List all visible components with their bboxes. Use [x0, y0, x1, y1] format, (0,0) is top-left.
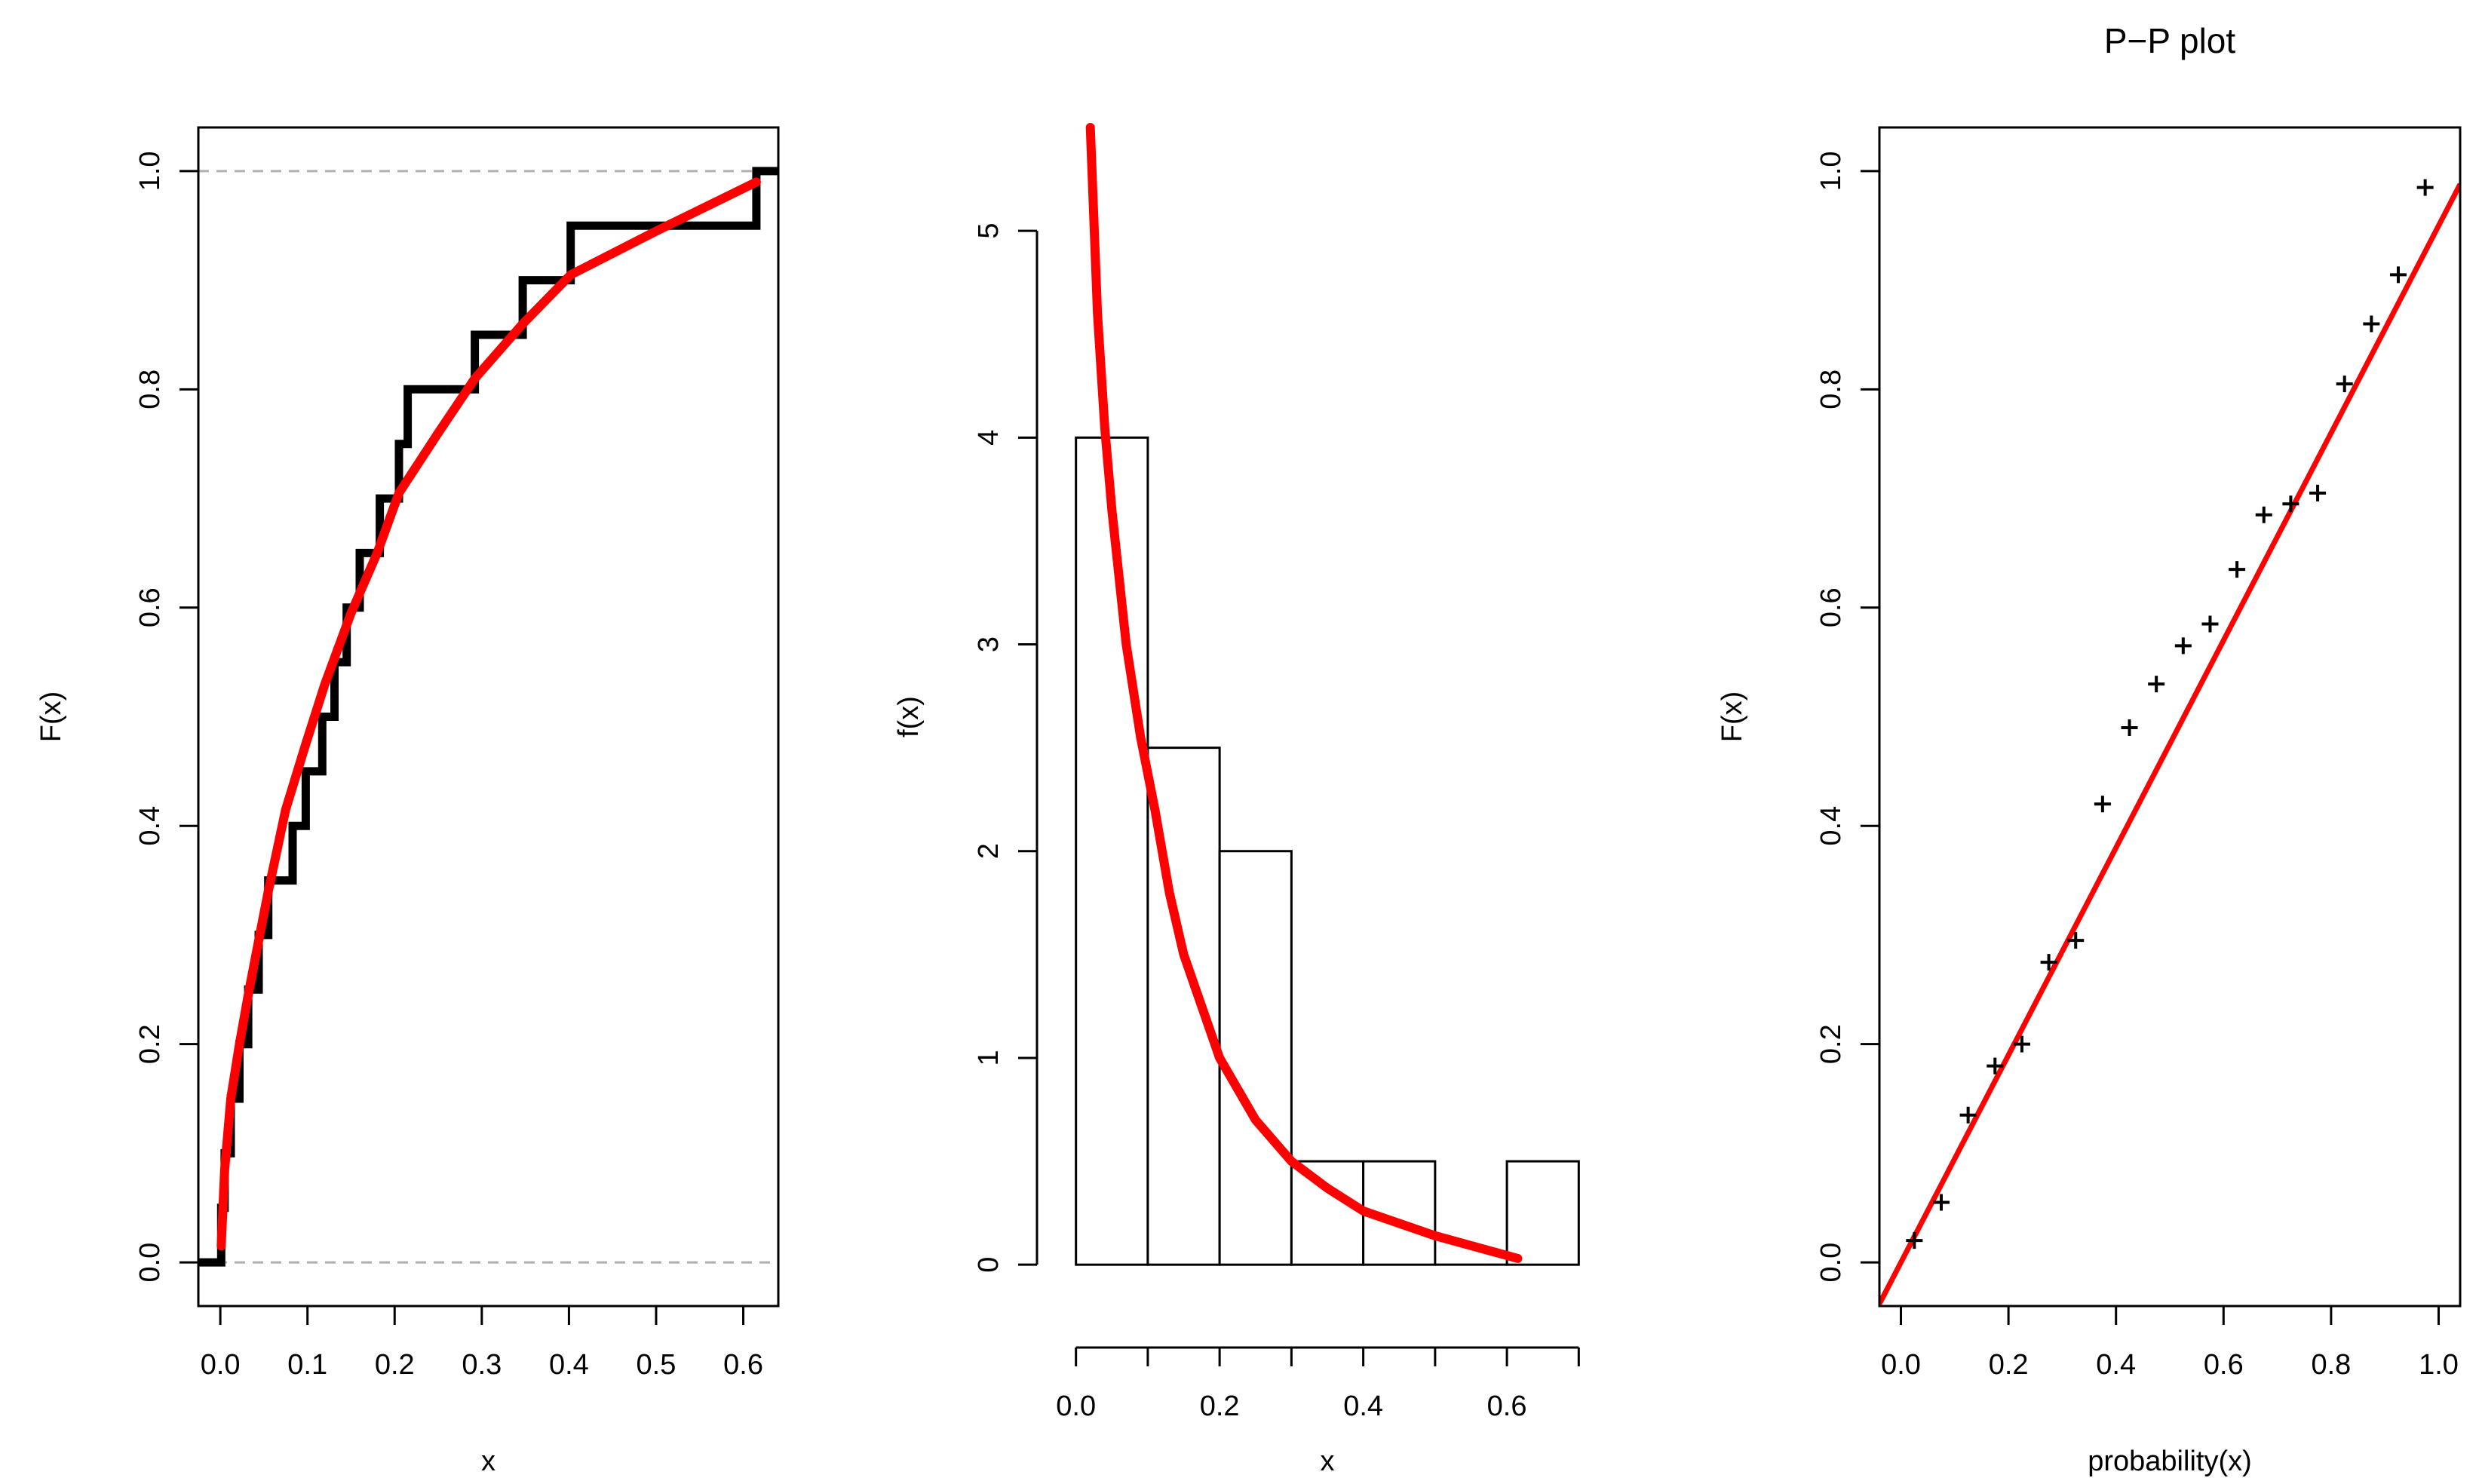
panel-pp-point [2067, 932, 2085, 949]
panel-histogram-xlabel: x [1321, 1446, 1335, 1477]
panel-histogram-xtick-label: 0.0 [1056, 1390, 1096, 1422]
panel-ecdf-ytick-label: 0.6 [134, 587, 166, 627]
panel-histogram-xtick-label: 0.2 [1200, 1390, 1240, 1422]
panel-pp-xtick-label: 0.2 [1989, 1349, 2029, 1381]
panel-pp-point [2201, 615, 2219, 633]
panel-pp-ylabel: F(x) [1717, 691, 1748, 743]
panel-pp-ytick-label: 0.8 [1815, 369, 1847, 409]
panel-pp-xtick-label: 0.4 [2096, 1349, 2136, 1381]
panel-pp-point [2390, 266, 2407, 284]
panel-pp-point [2013, 1035, 2030, 1053]
panel-histogram-ytick-label: 1 [973, 1050, 1005, 1065]
panel-ecdf-ytick-label: 0.4 [134, 806, 166, 846]
panel-ecdf-xtick-label: 0.0 [201, 1349, 241, 1381]
panel-histogram-xlabel-group: x [1321, 1446, 1335, 1477]
panel-histogram-xtick-label: 0.4 [1343, 1390, 1383, 1422]
panel-pp-ytick-label: 1.0 [1815, 151, 1847, 191]
panel-pp-ylabel-group: F(x) [1717, 691, 1748, 743]
panel-ecdf-ylabel: F(x) [35, 691, 67, 743]
panel-pp-ytick-label: 0.0 [1815, 1243, 1847, 1283]
panel-ecdf-xlabel: x [481, 1446, 495, 1477]
panel-pp-point [2416, 179, 2434, 196]
panel-histogram-bar [1290, 1160, 1365, 1266]
panel-pp-plot-frame [1878, 126, 2462, 1308]
panel-histogram-bar [1075, 436, 1149, 1266]
panel-ecdf: x F(x) 0.0 0.1 0.2 0.3 0.4 0.5 0.6 0.0 0.2 0.4 0.6… [35, 126, 780, 1477]
panel-pp-xtick-label: 0.8 [2311, 1349, 2351, 1381]
panel-ecdf-ytick-label: 0.8 [134, 369, 166, 409]
panel-pp-point [2336, 376, 2353, 393]
panel-pp-ytick-label: 0.6 [1815, 587, 1847, 627]
panel-pp-point [1906, 1232, 1923, 1249]
panel-pp-point [1932, 1194, 1950, 1211]
panel-pp-xtick-label: 1.0 [2419, 1349, 2459, 1381]
panel-pp-xtick-label: 0.6 [2204, 1349, 2244, 1381]
panel-ecdf-xtick-label: 0.3 [462, 1349, 502, 1381]
panel-histogram-ytick-label: 3 [973, 636, 1005, 652]
panel-ecdf-fit-curve [216, 177, 761, 1251]
panel-pp-point [2282, 495, 2299, 513]
panel-pp-point [2255, 506, 2272, 523]
panel-pp-point [1987, 1057, 2004, 1075]
panel-pp-reference-line [1879, 182, 2460, 1305]
panel-ecdf-ytick-label: 1.0 [134, 151, 166, 191]
panel-histogram: x f(x) 0.0 0.2 0.4 0.6 0 1 2 3 4 5 [893, 123, 1580, 1477]
panel-pp-point [2363, 315, 2380, 333]
panel-pp-title: P−P plot [2104, 21, 2236, 60]
panel-ecdf-ytick-label: 0.2 [134, 1024, 166, 1064]
panel-histogram-ytick-label: 2 [973, 843, 1005, 859]
panel-ecdf-xtick-label: 0.1 [287, 1349, 327, 1381]
panel-histogram-bar [1505, 1160, 1580, 1266]
panel-histogram-ylabel: f(x) [893, 696, 925, 737]
panel-pp-xlabel-group: probability(x) [2088, 1446, 2252, 1477]
panel-histogram-xtick-label: 0.6 [1487, 1390, 1527, 1422]
panel-ecdf-plot-frame [197, 126, 780, 1308]
panel-ecdf-xtick-label: 0.5 [637, 1349, 676, 1381]
panel-pp-point [2148, 676, 2165, 693]
panel-pp-point [2040, 954, 2057, 971]
panel-histogram-bar [1218, 850, 1293, 1266]
panel-pp-ytick-label: 0.4 [1815, 806, 1847, 846]
panel-pp-ytick-label: 0.2 [1815, 1024, 1847, 1064]
panel-ecdf-ytick-label: 0.0 [134, 1243, 166, 1283]
panel-histogram-fit-curve [1085, 123, 1523, 1263]
panel-pp-plot: P−P plot probability(x) F(x) 0.0 0.2 0.4 0.… [1717, 21, 2462, 1477]
panel-histogram-ytick-label: 4 [973, 430, 1005, 446]
panel-pp-point [1959, 1106, 1977, 1124]
panel-pp-title-group: P−P plot [2104, 21, 2236, 60]
panel-histogram-ytick-label: 5 [973, 223, 1005, 239]
panel-ecdf-step-line [198, 167, 778, 1267]
panel-histogram-ylabel-group: f(x) [893, 696, 925, 737]
panel-ecdf-xtick-label: 0.2 [375, 1349, 415, 1381]
panel-pp-point [2121, 719, 2138, 736]
panel-histogram-ytick-label: 0 [973, 1257, 1005, 1273]
panel-ecdf-xlabel-group: x [481, 1446, 495, 1477]
panel-pp-point [2229, 561, 2246, 578]
panel-ecdf-xtick-label: 0.4 [549, 1349, 589, 1381]
panel-pp-point [2094, 796, 2111, 813]
panel-pp-xtick-label: 0.0 [1881, 1349, 1921, 1381]
panel-pp-xlabel: probability(x) [2088, 1446, 2252, 1477]
panel-ecdf-ylabel-group: F(x) [35, 691, 67, 743]
panel-ecdf-xtick-label: 0.6 [723, 1349, 763, 1381]
panel-pp-point [2309, 484, 2327, 501]
panel-pp-point [2174, 637, 2192, 655]
